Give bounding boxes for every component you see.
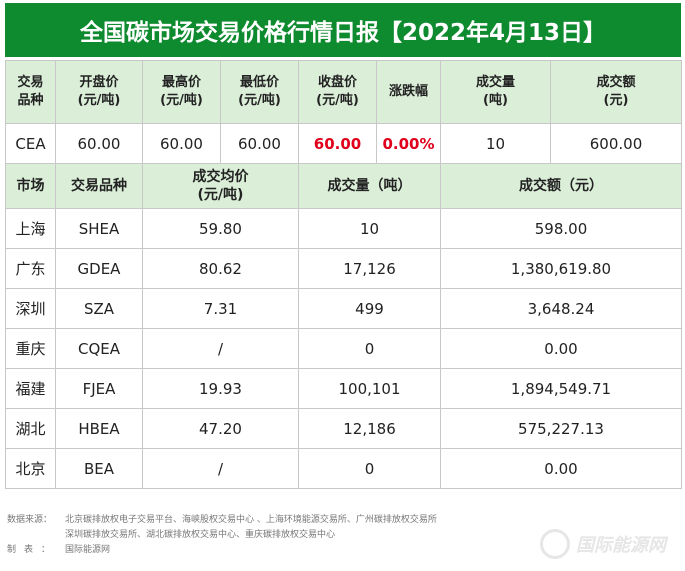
cell-market: 福建 bbox=[5, 368, 56, 409]
table-row: 广东 GDEA 80.62 17,126 1,380,619.80 bbox=[5, 248, 682, 289]
header-close-price: 收盘价 (元/吨) bbox=[298, 60, 377, 124]
source-line-1: 北京碳排放权电子交易平台、海峡股权交易中心 、上海环境能源交易所、广州碳排放权交… bbox=[65, 515, 437, 525]
cell-volume: 100,101 bbox=[298, 368, 441, 409]
page-title: 全国碳市场交易价格行情日报【2022年4月13日】 bbox=[5, 3, 681, 57]
cell-product: CQEA bbox=[55, 328, 143, 369]
carbon-price-table: 交易 品种 开盘价 (元/吨) 最高价 (元/吨) 最低价 (元/吨) 收盘价 (元/吨)… bbox=[5, 60, 682, 489]
header-volume: 成交量 (吨) bbox=[440, 60, 551, 124]
header-high-price: 最高价 (元/吨) bbox=[142, 60, 221, 124]
cell-product: CEA bbox=[5, 123, 56, 164]
cell-amount: 600.00 bbox=[550, 123, 682, 164]
header-change: 涨跌幅 bbox=[376, 60, 441, 124]
source-line-2: 深圳碳排放交易所、湖北碳排放权交易中心、重庆碳排放权交易中心 bbox=[65, 530, 336, 540]
cell-product: BEA bbox=[55, 448, 143, 489]
cell-amount: 1,380,619.80 bbox=[440, 248, 682, 289]
cell-volume: 10 bbox=[440, 123, 551, 164]
cell-product: SHEA bbox=[55, 208, 143, 249]
header-avg-price: 成交均价 (元/吨) bbox=[142, 163, 299, 209]
cell-market: 广东 bbox=[5, 248, 56, 289]
cell-product: GDEA bbox=[55, 248, 143, 289]
header-product: 交易品种 bbox=[55, 163, 143, 209]
table-row: 北京 BEA / 0 0.00 bbox=[5, 448, 682, 489]
cell-amount: 598.00 bbox=[440, 208, 682, 249]
maker-label: 制表： bbox=[7, 545, 59, 555]
cell-amount: 1,894,549.71 bbox=[440, 368, 682, 409]
table-row: 福建 FJEA 19.93 100,101 1,894,549.71 bbox=[5, 368, 682, 409]
cell-amount: 575,227.13 bbox=[440, 408, 682, 449]
cell-market: 湖北 bbox=[5, 408, 56, 449]
cell-volume: 17,126 bbox=[298, 248, 441, 289]
header-market: 市场 bbox=[5, 163, 56, 209]
national-data-row: CEA 60.00 60.00 60.00 60.00 0.00% 10 600… bbox=[5, 123, 682, 164]
cell-volume: 12,186 bbox=[298, 408, 441, 449]
cell-volume: 10 bbox=[298, 208, 441, 249]
cell-volume: 0 bbox=[298, 328, 441, 369]
header-amount: 成交额（元） bbox=[440, 163, 682, 209]
cell-close-price: 60.00 bbox=[298, 123, 377, 164]
cell-open-price: 60.00 bbox=[55, 123, 143, 164]
cell-market: 深圳 bbox=[5, 288, 56, 329]
cell-change: 0.00% bbox=[376, 123, 441, 164]
cell-market: 北京 bbox=[5, 448, 56, 489]
regional-header-row: 市场 交易品种 成交均价 (元/吨) 成交量（吨） 成交额（元） bbox=[5, 163, 682, 209]
footer-notes: 数据来源： 北京碳排放权电子交易平台、海峡股权交易中心 、上海环境能源交易所、广… bbox=[7, 513, 677, 558]
source-label: 数据来源： bbox=[7, 515, 53, 525]
table-row: 深圳 SZA 7.31 499 3,648.24 bbox=[5, 288, 682, 329]
table-row: 重庆 CQEA / 0 0.00 bbox=[5, 328, 682, 369]
cell-avg-price: 59.80 bbox=[142, 208, 299, 249]
cell-avg-price: 19.93 bbox=[142, 368, 299, 409]
cell-volume: 499 bbox=[298, 288, 441, 329]
cell-avg-price: 47.20 bbox=[142, 408, 299, 449]
cell-high-price: 60.00 bbox=[142, 123, 221, 164]
table-row: 湖北 HBEA 47.20 12,186 575,227.13 bbox=[5, 408, 682, 449]
maker: 国际能源网 bbox=[65, 545, 111, 555]
cell-product: FJEA bbox=[55, 368, 143, 409]
cell-avg-price: 7.31 bbox=[142, 288, 299, 329]
header-amount: 成交额 (元) bbox=[550, 60, 682, 124]
header-volume: 成交量（吨） bbox=[298, 163, 441, 209]
cell-product: HBEA bbox=[55, 408, 143, 449]
header-low-price: 最低价 (元/吨) bbox=[220, 60, 299, 124]
cell-product: SZA bbox=[55, 288, 143, 329]
table-row: 上海 SHEA 59.80 10 598.00 bbox=[5, 208, 682, 249]
cell-amount: 3,648.24 bbox=[440, 288, 682, 329]
cell-volume: 0 bbox=[298, 448, 441, 489]
cell-avg-price: / bbox=[142, 328, 299, 369]
cell-avg-price: 80.62 bbox=[142, 248, 299, 289]
header-open-price: 开盘价 (元/吨) bbox=[55, 60, 143, 124]
cell-low-price: 60.00 bbox=[220, 123, 299, 164]
national-header-row: 交易 品种 开盘价 (元/吨) 最高价 (元/吨) 最低价 (元/吨) 收盘价 (元/吨)… bbox=[5, 60, 682, 124]
cell-avg-price: / bbox=[142, 448, 299, 489]
cell-amount: 0.00 bbox=[440, 328, 682, 369]
cell-market: 重庆 bbox=[5, 328, 56, 369]
header-product: 交易品种 bbox=[5, 60, 56, 124]
cell-market: 上海 bbox=[5, 208, 56, 249]
cell-amount: 0.00 bbox=[440, 448, 682, 489]
